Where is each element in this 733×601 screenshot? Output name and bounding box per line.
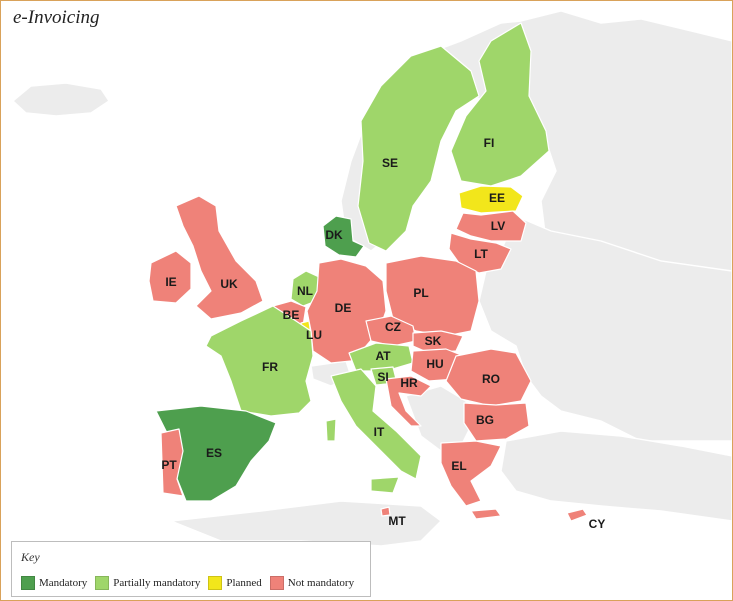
legend-title: Key — [21, 550, 40, 564]
label-dk: DK — [325, 228, 343, 242]
legend-label: Mandatory — [39, 577, 88, 589]
label-hr: HR — [400, 376, 418, 390]
eu-countries — [148, 22, 588, 522]
country-sk[interactable] — [412, 330, 464, 354]
balkans — [405, 385, 472, 452]
country-it-sicily — [370, 476, 400, 494]
legend-item-mandatory: Mandatory — [21, 576, 87, 590]
label-lv: LV — [491, 219, 505, 233]
legend-swatch — [21, 576, 35, 590]
label-es: ES — [206, 446, 222, 460]
russia-belarus-ukraine — [478, 215, 732, 442]
country-ro[interactable] — [445, 348, 532, 407]
legend-label: Not mandatory — [287, 577, 355, 589]
country-fi[interactable] — [450, 22, 550, 187]
legend-label: Planned — [226, 577, 262, 589]
country-bg[interactable] — [463, 402, 530, 442]
legend-items: Mandatory Partially mandatory Planned No… — [21, 576, 362, 590]
label-pt: PT — [161, 458, 177, 472]
legend-label: Partially mandatory — [113, 577, 201, 589]
country-ie[interactable] — [148, 250, 192, 304]
label-el: EL — [451, 459, 466, 473]
label-lt: LT — [474, 247, 488, 261]
country-cy[interactable] — [566, 508, 588, 522]
label-fi: FI — [484, 136, 495, 150]
label-at: AT — [375, 349, 391, 363]
country-it[interactable] — [330, 368, 422, 480]
label-hu: HU — [426, 357, 443, 371]
country-lt[interactable] — [448, 232, 512, 274]
country-mt[interactable] — [380, 506, 391, 517]
country-se[interactable] — [357, 45, 480, 252]
legend-swatch — [269, 576, 284, 590]
label-cy: CY — [589, 517, 606, 531]
legend-item-partial: Partially mandatory — [95, 576, 200, 590]
label-ee: EE — [489, 191, 505, 205]
legend-swatch — [95, 576, 110, 590]
country-labels: FI SE EE LV LT DK IE UK NL BE LU DE PL C… — [161, 136, 605, 531]
label-uk: UK — [220, 277, 238, 291]
label-cz: CZ — [385, 320, 401, 334]
label-ro: RO — [482, 372, 500, 386]
label-fr: FR — [262, 360, 278, 374]
label-be: BE — [283, 308, 300, 322]
label-pl: PL — [413, 286, 428, 300]
map-legend: Key Mandatory Partially mandatory Planne… — [11, 541, 371, 597]
legend-swatch — [208, 576, 223, 590]
turkey — [500, 430, 732, 522]
legend-item-planned: Planned — [208, 576, 262, 590]
label-mt: MT — [388, 514, 406, 528]
label-sk: SK — [425, 334, 442, 348]
country-hr[interactable] — [385, 375, 432, 427]
country-lv[interactable] — [455, 210, 527, 242]
label-bg: BG — [476, 413, 494, 427]
country-fr[interactable] — [205, 305, 314, 417]
map-title: e-Invoicing — [13, 7, 100, 28]
country-uk[interactable] — [175, 195, 264, 320]
label-lu: LU — [306, 328, 322, 342]
country-el[interactable] — [440, 440, 502, 507]
label-si: SI — [377, 370, 388, 384]
label-ie: IE — [165, 275, 176, 289]
country-ee[interactable] — [458, 185, 524, 214]
country-dk[interactable] — [322, 215, 365, 258]
iceland — [11, 82, 110, 117]
label-nl: NL — [297, 284, 313, 298]
label-de: DE — [335, 301, 352, 315]
label-it: IT — [374, 425, 385, 439]
country-pl[interactable] — [385, 255, 480, 337]
label-se: SE — [382, 156, 398, 170]
country-it-sardinia — [325, 418, 337, 442]
country-el-crete — [470, 508, 502, 520]
country-pt[interactable] — [160, 428, 184, 497]
legend-item-not-mandatory: Not mandatory — [269, 576, 355, 590]
